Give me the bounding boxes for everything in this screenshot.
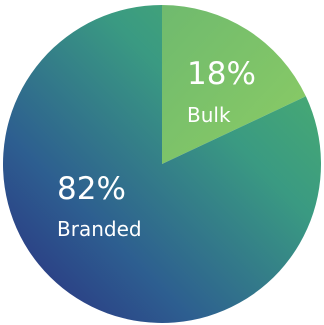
slice-branded [2,5,321,323]
slice-bulk-name-label: Bulk [187,103,231,127]
slice-branded-name-label: Branded [57,217,142,241]
slice-bulk [162,5,306,164]
slice-bulk-value-label: 18% [187,56,256,92]
slice-branded-value-label: 82% [57,171,126,207]
